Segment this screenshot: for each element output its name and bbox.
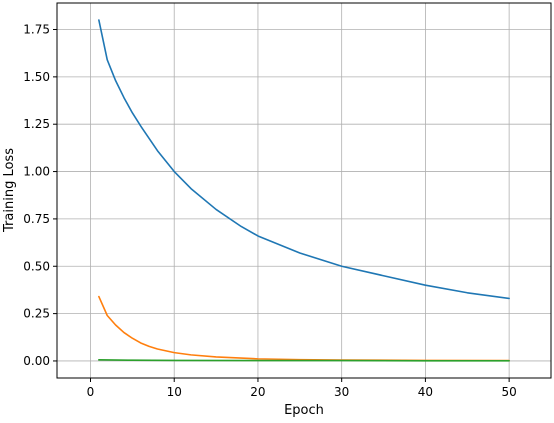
y-axis-ticks: 0.00 0.25 0.50 0.75 1.00 1.25 1.50 1.75 <box>23 23 57 368</box>
series-line-1 <box>98 19 510 300</box>
grid <box>57 3 551 378</box>
y-tick-label: 0.75 <box>23 212 50 226</box>
plot-frame <box>56 2 552 379</box>
y-axis-label: Training Loss <box>2 148 17 233</box>
x-axis-ticks: 0 10 20 30 40 50 <box>87 378 517 399</box>
series-lines <box>98 19 510 362</box>
y-tick-label: 1.25 <box>23 117 50 131</box>
y-tick-label: 0.25 <box>23 307 50 321</box>
y-tick-label: 0.00 <box>23 354 50 368</box>
x-axis-label: Epoch <box>284 403 324 418</box>
x-tick-label: 50 <box>501 385 516 399</box>
y-tick-label: 0.50 <box>23 259 50 273</box>
x-tick-label: 40 <box>418 385 433 399</box>
y-tick-label: 1.00 <box>23 165 50 179</box>
y-tick-label: 1.75 <box>23 23 50 37</box>
y-tick-label: 1.50 <box>23 70 50 84</box>
x-tick-label: 0 <box>87 385 95 399</box>
x-tick-label: 10 <box>167 385 182 399</box>
series-line-3 <box>98 359 510 362</box>
x-tick-label: 30 <box>334 385 349 399</box>
x-tick-label: 20 <box>250 385 265 399</box>
